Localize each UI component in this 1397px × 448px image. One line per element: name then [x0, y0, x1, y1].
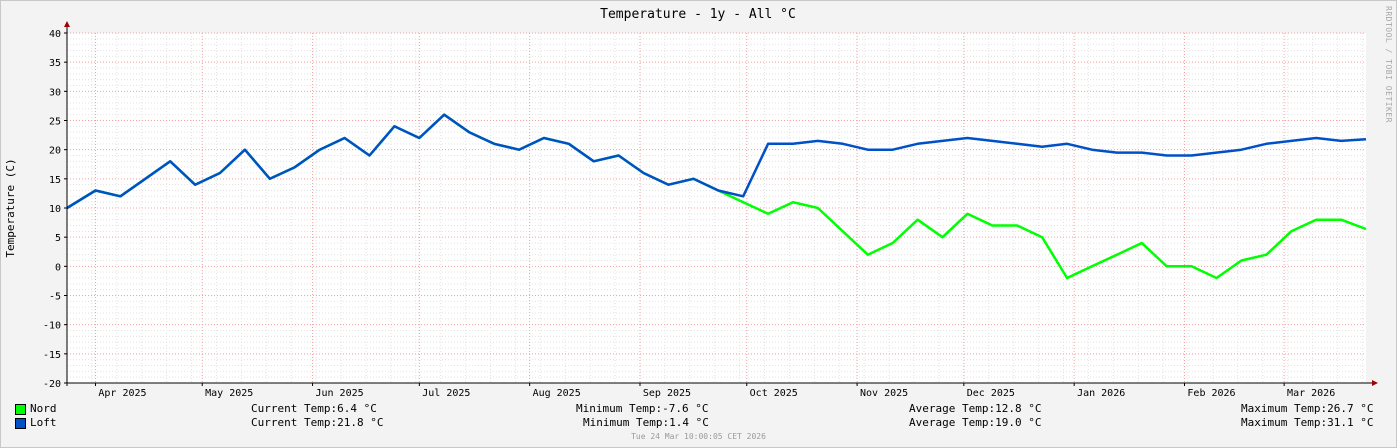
legend-row-loft: Loft Current Temp:21.8 °C Minimum Temp:1…	[0, 416, 1397, 430]
y-tick-label: -15	[43, 350, 61, 361]
legend-swatch-loft	[15, 418, 26, 429]
x-tick-label: Dec 2025	[967, 388, 1015, 399]
series-line-loft	[66, 113, 1367, 210]
x-tick-label: Apr 2025	[98, 388, 146, 399]
rrdtool-watermark: RRDTOOL / TOBI OETIKER	[1384, 6, 1393, 123]
x-tick-label: Aug 2025	[533, 388, 581, 399]
y-tick-label: 15	[49, 175, 61, 186]
temperature-chart: 40 35 30 25 20 15 10 5 0 -5 -10 -15 -20 Apr 2025 May …	[4, 7, 1378, 399]
current-temp-nord: Current Temp:6.4 °C	[251, 402, 377, 415]
y-tick-label: -20	[43, 379, 61, 390]
y-tick-label: 10	[49, 204, 61, 215]
y-tick-label: 35	[49, 58, 61, 69]
average-temp-nord: Average Temp:12.8 °C	[909, 402, 1042, 415]
x-tick-label: Feb 2026	[1187, 388, 1235, 399]
legend-row-nord: Nord Current Temp:6.4 °C Minimum Temp:-7…	[0, 402, 1397, 416]
series-layer	[66, 113, 1367, 280]
x-tick-label: Jun 2025	[315, 388, 363, 399]
y-tick-label: 20	[49, 146, 61, 157]
legend-label-loft: Loft	[30, 416, 57, 429]
average-temp-loft: Average Temp:19.0 °C	[909, 416, 1042, 429]
maximum-temp-loft: Maximum Temp:31.1 °C	[1241, 416, 1374, 429]
y-axis-label: Temperature (C)	[4, 158, 17, 257]
major-grid	[67, 32, 1366, 384]
y-tick-label: -5	[49, 292, 61, 303]
x-tick-label: Nov 2025	[860, 388, 908, 399]
x-tick-label: Mar 2026	[1287, 388, 1335, 399]
y-tick-label: 5	[55, 233, 61, 244]
y-axis-arrow	[64, 21, 70, 27]
maximum-temp-nord: Maximum Temp:26.7 °C	[1241, 402, 1374, 415]
y-tick-labels: 40 35 30 25 20 15 10 5 0 -5 -10 -15 -20	[43, 29, 67, 390]
x-axis-arrow	[1372, 380, 1378, 386]
timestamp-footer: Tue 24 Mar 10:00:05 CET 2026	[631, 432, 766, 441]
axes	[64, 21, 1378, 386]
x-tick-labels: Apr 2025 May 2025 Jun 2025 Jul 2025 Aug 2025…	[94, 383, 1335, 399]
x-tick-label: Jul 2025	[422, 388, 470, 399]
x-tick-label: Sep 2025	[643, 388, 691, 399]
chart-title: Temperature - 1y - All °C	[600, 7, 796, 22]
y-tick-label: 30	[49, 87, 61, 98]
x-tick-label: May 2025	[205, 388, 253, 399]
legend-label-nord: Nord	[30, 402, 57, 415]
x-tick-label: Oct 2025	[750, 388, 798, 399]
minimum-temp-loft: Minimum Temp:1.4 °C	[583, 416, 709, 429]
legend-swatch-nord	[15, 404, 26, 415]
y-tick-label: 40	[49, 29, 61, 40]
y-tick-label: 0	[55, 262, 61, 273]
current-temp-loft: Current Temp:21.8 °C	[251, 416, 384, 429]
y-tick-label: 25	[49, 117, 61, 128]
y-tick-label: -10	[43, 321, 61, 332]
x-tick-label: Jan 2026	[1077, 388, 1125, 399]
minimum-temp-nord: Minimum Temp:-7.6 °C	[576, 402, 709, 415]
